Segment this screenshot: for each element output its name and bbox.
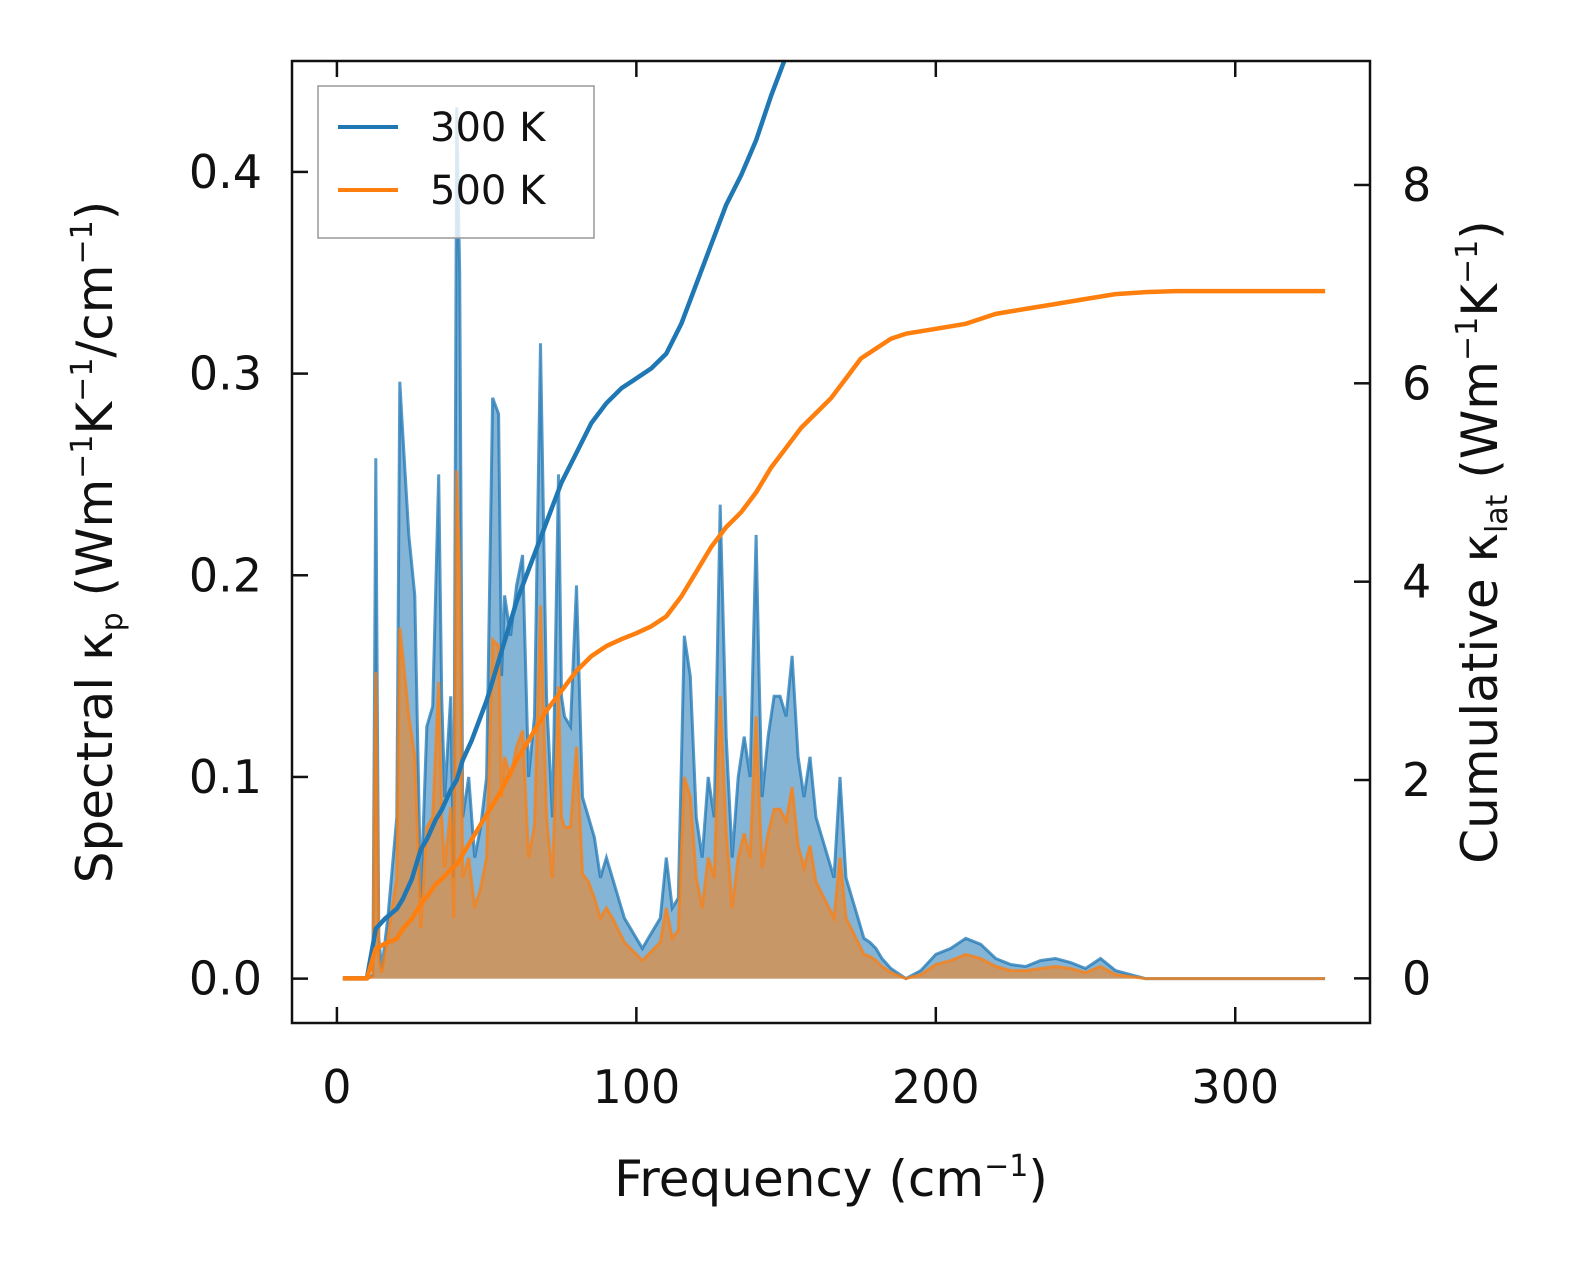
y-left-a: Spectral κ: [66, 631, 124, 883]
x-axis-label-sup: −1: [984, 1149, 1028, 1184]
y-right-tick-label: 4: [1402, 555, 1431, 609]
legend-label-500k: 500 K: [430, 168, 547, 214]
y-right-b: (Wm: [1451, 361, 1509, 495]
legend-label-300k: 300 K: [430, 105, 547, 151]
y-left-b: (Wm: [66, 479, 124, 613]
y-right-c: K: [1451, 283, 1509, 317]
y-left-tick-label: 0.4: [189, 145, 262, 199]
legend-box: [317, 85, 595, 239]
y-left-tick-label: 0.3: [189, 347, 262, 401]
y-left-c: K: [66, 401, 124, 435]
plot-frame: [290, 59, 1372, 1025]
y-right-tick-label: 6: [1402, 356, 1431, 410]
x-axis-label-text: Frequency (cm: [614, 1150, 984, 1208]
y-left-c-sup: −1: [65, 358, 100, 402]
spectral-line-500k: [342, 470, 1326, 981]
y-axis-right-label: Cumulative κlat (Wm−1K−1): [1450, 220, 1515, 864]
y-right-tick-label: 8: [1402, 158, 1431, 212]
x-tick-label: 100: [592, 1060, 680, 1114]
y-right-a-sub: lat: [1480, 494, 1515, 533]
y-left-d-sup: −1: [65, 220, 100, 264]
y-axis-left-label: Spectral κp (Wm−1K−1/cm−1): [65, 201, 130, 883]
y-right-b-sup: −1: [1450, 317, 1485, 361]
cumulative-lines: [342, 61, 1326, 981]
y-right-d: ): [1451, 220, 1509, 240]
y-left-a-sub: p: [95, 612, 130, 631]
x-tick-label: 200: [892, 1060, 980, 1114]
y-left-tick-label: 0.1: [189, 750, 262, 804]
y-left-tick-label: 0.2: [189, 548, 262, 602]
x-tick-label: 300: [1191, 1060, 1279, 1114]
cumulative-line-300k: [342, 61, 787, 981]
x-axis-label: Frequency (cm−1): [614, 1149, 1048, 1208]
y-left-tick-label: 0.0: [189, 952, 262, 1006]
y-left-e: ): [66, 201, 124, 221]
x-axis-label-suffix: ): [1028, 1150, 1048, 1208]
y-right-a: Cumulative κ: [1451, 533, 1509, 864]
cumulative-line-500k: [342, 288, 1326, 981]
y-left-d: /cm: [66, 265, 124, 358]
axis-tick-labels: 0 100 200 300 0.0 0.1 0.2 0.3 0.4 0 2 4 6 8: [189, 145, 1431, 1114]
y-right-tick-label: 0: [1402, 951, 1431, 1005]
y-right-tick-label: 2: [1402, 753, 1431, 807]
x-tick-label: 0: [322, 1060, 351, 1114]
y-left-b-sup: −1: [65, 435, 100, 479]
y-right-c-sup: −1: [1450, 240, 1485, 284]
legend: 300 K 500 K: [317, 85, 595, 239]
axis-ticks: [292, 61, 1370, 1023]
